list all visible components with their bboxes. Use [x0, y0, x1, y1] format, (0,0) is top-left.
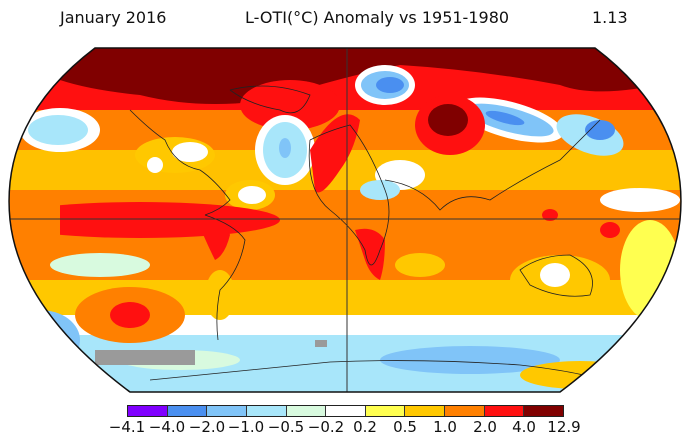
- colorbar-segment: [128, 406, 168, 416]
- anomaly-field: [9, 48, 681, 392]
- colorbar-segment: [167, 406, 208, 416]
- colorbar-segment: [326, 406, 366, 416]
- colorbar-ticks: −4.1 −4.0 −2.0 −1.0 −0.5 −0.2 0.2 0.5 1.…: [0, 418, 690, 438]
- tick-label: 12.9: [547, 418, 581, 436]
- colorbar-segment: [445, 406, 485, 416]
- tick-label: −4.1: [108, 418, 146, 436]
- colorbar-segment: [405, 406, 446, 416]
- tick-label: −0.2: [307, 418, 345, 436]
- map-canvas: [8, 47, 682, 393]
- colorbar-segment: [484, 406, 525, 416]
- tick-label: −2.0: [188, 418, 226, 436]
- colorbar: [127, 405, 564, 417]
- anomaly-map: [0, 40, 690, 400]
- tick-label: −4.0: [148, 418, 186, 436]
- colorbar-segment: [286, 406, 327, 416]
- tick-label: 2.0: [473, 418, 497, 436]
- period-label: January 2016: [60, 8, 167, 27]
- colorbar-segment: [207, 406, 247, 416]
- colorbar-segment: [524, 406, 564, 416]
- colorbar-segment: [246, 406, 287, 416]
- tick-label: 0.5: [393, 418, 417, 436]
- tick-label: −0.5: [267, 418, 305, 436]
- map-title: L-OTI(°C) Anomaly vs 1951-1980: [245, 8, 510, 27]
- map-border: [8, 47, 682, 393]
- colorbar-segment: [365, 406, 406, 416]
- map-header: January 2016 L-OTI(°C) Anomaly vs 1951-1…: [0, 8, 690, 30]
- tick-label: 0.2: [353, 418, 377, 436]
- global-mean-value: 1.13: [592, 8, 628, 27]
- tick-label: 4.0: [512, 418, 536, 436]
- coastlines: [129, 85, 601, 341]
- tick-label: −1.0: [227, 418, 265, 436]
- tick-label: 1.0: [433, 418, 457, 436]
